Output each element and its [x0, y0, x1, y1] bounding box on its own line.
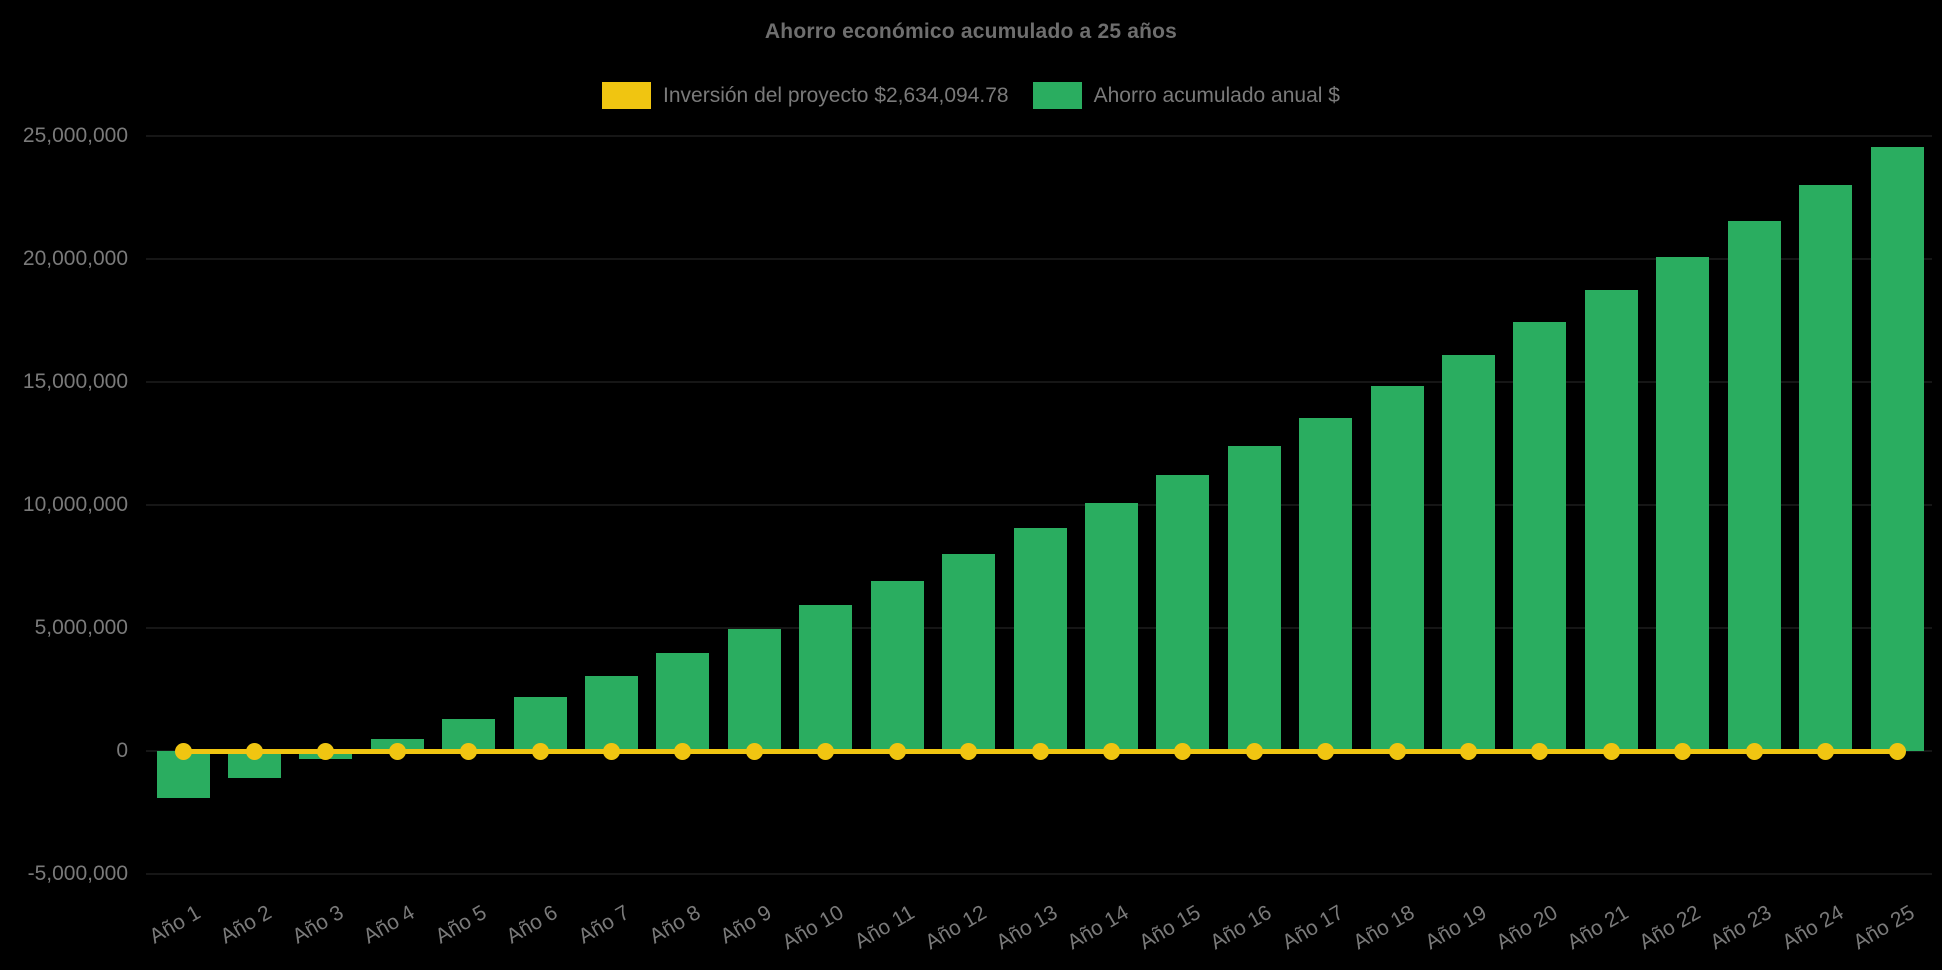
x-axis-tick-label: Año 3 — [288, 901, 348, 949]
investment-line-marker — [1817, 742, 1835, 760]
investment-line-marker — [1317, 742, 1335, 760]
x-axis-tick-label: Año 16 — [1206, 901, 1276, 955]
gridline — [146, 135, 1932, 137]
investment-line-marker — [1174, 742, 1192, 760]
bar-ano-14 — [1084, 502, 1138, 751]
investment-line-marker — [174, 742, 192, 760]
investment-line-marker — [317, 742, 335, 760]
y-axis-tick-label: 25,000,000 — [22, 124, 128, 147]
x-axis-tick-label: Año 12 — [920, 901, 991, 955]
x-axis-tick-label: Año 13 — [992, 901, 1062, 955]
y-axis-tick-label: 0 — [116, 739, 128, 762]
x-axis-tick-label: Año 20 — [1492, 901, 1562, 955]
investment-line-marker — [460, 742, 478, 760]
bar-ano-16 — [1227, 445, 1281, 751]
investment-line-marker — [1888, 742, 1906, 760]
bar-ano-8 — [656, 652, 710, 751]
x-axis-tick-label: Año 21 — [1563, 901, 1633, 955]
investment-line-marker — [1602, 742, 1620, 760]
investment-line-marker — [1245, 742, 1263, 760]
x-axis-tick-label: Año 25 — [1849, 901, 1919, 955]
x-axis-tick-label: Año 5 — [431, 901, 491, 949]
bar-ano-7 — [585, 675, 639, 751]
bar-ano-11 — [870, 581, 924, 751]
legend-swatch-savings — [1032, 82, 1082, 109]
gridline — [146, 258, 1932, 260]
y-axis-tick-label: -5,000,000 — [27, 862, 128, 885]
x-axis-tick-label: Año 6 — [502, 901, 562, 949]
investment-line-marker — [674, 742, 692, 760]
investment-line-marker — [1745, 742, 1763, 760]
x-axis-tick-label: Año 10 — [778, 901, 848, 955]
legend-item-savings: Ahorro acumulado anual $ — [1032, 82, 1340, 109]
bar-ano-20 — [1513, 321, 1567, 751]
legend-label-savings: Ahorro acumulado anual $ — [1093, 83, 1340, 107]
investment-line-marker — [888, 742, 906, 760]
y-axis-tick-label: 15,000,000 — [22, 370, 128, 393]
y-axis-tick-label: 20,000,000 — [22, 247, 128, 270]
investment-line-marker — [531, 742, 549, 760]
x-axis-tick-label: Año 17 — [1278, 901, 1348, 955]
bar-ano-21 — [1584, 289, 1638, 751]
investment-line-marker — [1388, 742, 1406, 760]
bar-ano-10 — [799, 604, 853, 751]
investment-line-marker — [245, 742, 263, 760]
x-axis-tick-label: Año 24 — [1778, 901, 1848, 955]
legend-swatch-investment — [602, 82, 652, 109]
bar-ano-25 — [1870, 147, 1924, 751]
x-axis-tick-label: Año 23 — [1706, 901, 1776, 955]
y-axis-tick-label: 5,000,000 — [34, 616, 128, 639]
investment-line-marker — [1674, 742, 1692, 760]
bar-ano-17 — [1299, 417, 1353, 751]
x-axis-tick-label: Año 2 — [216, 901, 276, 949]
x-axis-tick-label: Año 1 — [145, 901, 205, 949]
x-axis-tick-label: Año 11 — [850, 901, 919, 954]
gridline — [146, 873, 1932, 875]
y-axis-tick-label: 10,000,000 — [22, 493, 128, 516]
gridline — [146, 504, 1932, 506]
x-axis-tick-label: Año 15 — [1135, 901, 1205, 955]
investment-line-marker — [745, 742, 763, 760]
x-axis-tick-label: Año 9 — [716, 901, 776, 949]
investment-line-marker — [1102, 742, 1120, 760]
bar-ano-23 — [1727, 220, 1781, 751]
bar-ano-18 — [1370, 385, 1424, 751]
x-axis-tick-label: Año 18 — [1349, 901, 1419, 955]
bar-ano-24 — [1799, 185, 1853, 751]
x-axis-tick-label: Año 14 — [1063, 901, 1133, 955]
x-axis-tick-label: Año 7 — [573, 901, 634, 949]
gridline — [146, 381, 1932, 383]
x-axis-tick-label: Año 4 — [359, 901, 419, 949]
investment-line-marker — [388, 742, 406, 760]
investment-line-marker — [603, 742, 621, 760]
legend: Inversión del proyecto $2,634,094.78 Aho… — [0, 82, 1942, 109]
x-axis-tick-label: Año 8 — [645, 901, 705, 949]
bar-ano-9 — [727, 629, 781, 751]
chart-title: Ahorro económico acumulado a 25 años — [764, 20, 1178, 43]
legend-item-investment: Inversión del proyecto $2,634,094.78 — [602, 82, 1009, 109]
bar-ano-15 — [1156, 475, 1210, 751]
investment-line-marker — [817, 742, 835, 760]
bar-ano-19 — [1442, 354, 1496, 751]
bar-ano-13 — [1013, 528, 1067, 751]
x-axis-tick-label: Año 22 — [1635, 901, 1705, 955]
x-axis-tick-label: Año 19 — [1420, 901, 1491, 955]
legend-label-investment: Inversión del proyecto $2,634,094.78 — [663, 83, 1009, 107]
investment-line-marker — [1031, 742, 1049, 760]
bar-ano-6 — [513, 696, 567, 751]
bar-ano-12 — [942, 554, 996, 751]
investment-line-marker — [1531, 742, 1549, 760]
investment-line-marker — [1460, 742, 1478, 760]
bar-ano-22 — [1656, 256, 1710, 751]
investment-line-marker — [960, 742, 978, 760]
